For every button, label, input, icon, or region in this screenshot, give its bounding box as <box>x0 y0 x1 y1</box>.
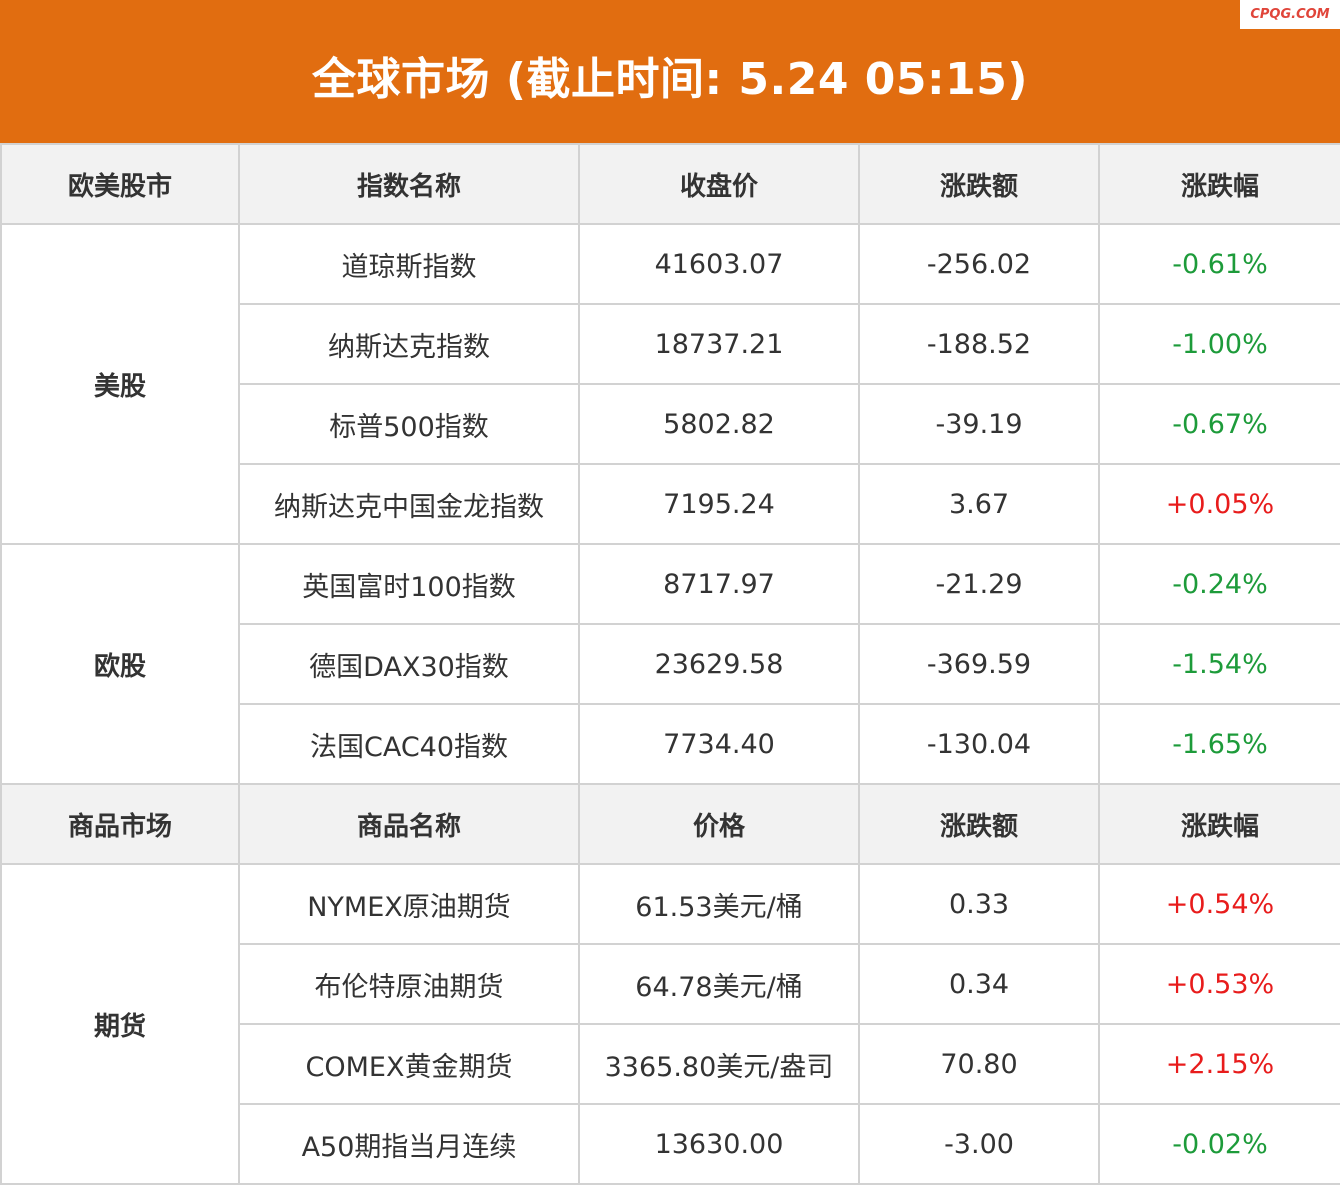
row-name: 布伦特原油期货 <box>238 943 580 1025</box>
row-name: 标普500指数 <box>238 383 580 465</box>
table-row: 美股 道琼斯指数 41603.07 -256.02 -0.61% <box>0 223 1340 545</box>
table-row: 欧股 英国富时100指数 8717.97 -21.29 -0.24% <box>0 543 1340 785</box>
table-row: COMEX黄金期货 3365.80美元/盎司 70.80 +2.15% <box>1 1023 1340 1105</box>
header-pct: 涨跌幅 <box>1098 783 1340 865</box>
row-close: 18737.21 <box>578 303 860 385</box>
row-name: 纳斯达克中国金龙指数 <box>238 463 580 545</box>
row-pct: +0.54% <box>1098 863 1340 945</box>
row-name: 法国CAC40指数 <box>238 703 580 785</box>
header-change: 涨跌额 <box>858 783 1100 865</box>
page-title: 全球市场 (截止时间: 5.24 05:15) <box>312 53 1028 105</box>
watermark: CPQG.COM <box>1240 0 1340 29</box>
row-close: 7734.40 <box>578 703 860 785</box>
row-pct: -0.67% <box>1098 383 1340 465</box>
header-pct: 涨跌幅 <box>1098 143 1340 225</box>
table-row: 标普500指数 5802.82 -39.19 -0.67% <box>1 383 1340 465</box>
table-row: 德国DAX30指数 23629.58 -369.59 -1.54% <box>1 623 1340 705</box>
row-change: -369.59 <box>858 623 1100 705</box>
row-name: 德国DAX30指数 <box>238 623 580 705</box>
row-close: 64.78美元/桶 <box>578 943 860 1025</box>
table-row: 法国CAC40指数 7734.40 -130.04 -1.65% <box>1 703 1340 785</box>
row-change: -39.19 <box>858 383 1100 465</box>
row-close: 23629.58 <box>578 623 860 705</box>
row-change: -130.04 <box>858 703 1100 785</box>
table-row: 纳斯达克中国金龙指数 7195.24 3.67 +0.05% <box>1 463 1340 545</box>
row-change: 70.80 <box>858 1023 1100 1105</box>
row-pct: -1.54% <box>1098 623 1340 705</box>
header-index-name: 指数名称 <box>238 143 580 225</box>
table-row: A50期指当月连续 13630.00 -3.00 -0.02% <box>1 1103 1340 1185</box>
row-pct: +2.15% <box>1098 1023 1340 1105</box>
row-close: 13630.00 <box>578 1103 860 1185</box>
row-name: 道琼斯指数 <box>238 223 580 305</box>
group-label: 欧股 <box>0 543 240 785</box>
row-name: A50期指当月连续 <box>238 1103 580 1185</box>
table-row: 期货 NYMEX原油期货 61.53美元/桶 0.33 +0.54% <box>0 863 1340 1185</box>
header-commodity-name: 商品名称 <box>238 783 580 865</box>
row-pct: -0.61% <box>1098 223 1340 305</box>
row-change: -3.00 <box>858 1103 1100 1185</box>
header-market: 商品市场 <box>0 783 240 865</box>
row-close: 5802.82 <box>578 383 860 465</box>
row-pct: -0.24% <box>1098 543 1340 625</box>
row-change: 3.67 <box>858 463 1100 545</box>
row-name: 纳斯达克指数 <box>238 303 580 385</box>
row-pct: -1.65% <box>1098 703 1340 785</box>
row-change: -256.02 <box>858 223 1100 305</box>
row-close: 41603.07 <box>578 223 860 305</box>
row-close: 3365.80美元/盎司 <box>578 1023 860 1105</box>
row-change: 0.34 <box>858 943 1100 1025</box>
row-close: 8717.97 <box>578 543 860 625</box>
row-name: 英国富时100指数 <box>238 543 580 625</box>
table-row: 布伦特原油期货 64.78美元/桶 0.34 +0.53% <box>1 943 1340 1025</box>
header-close: 收盘价 <box>578 143 860 225</box>
market-table: 欧美股市 指数名称 收盘价 涨跌额 涨跌幅 美股 道琼斯指数 41603.07 … <box>0 143 1340 1185</box>
header-price: 价格 <box>578 783 860 865</box>
row-name: COMEX黄金期货 <box>238 1023 580 1105</box>
table-row: 纳斯达克指数 18737.21 -188.52 -1.00% <box>1 303 1340 385</box>
row-change: -21.29 <box>858 543 1100 625</box>
stocks-header-row: 欧美股市 指数名称 收盘价 涨跌额 涨跌幅 <box>0 143 1340 225</box>
row-name: NYMEX原油期货 <box>238 863 580 945</box>
group-label: 期货 <box>0 863 240 1185</box>
header-change: 涨跌额 <box>858 143 1100 225</box>
commodities-header-row: 商品市场 商品名称 价格 涨跌额 涨跌幅 <box>0 783 1340 865</box>
group-label: 美股 <box>0 223 240 545</box>
row-change: -188.52 <box>858 303 1100 385</box>
row-pct: -1.00% <box>1098 303 1340 385</box>
row-close: 61.53美元/桶 <box>578 863 860 945</box>
row-pct: +0.05% <box>1098 463 1340 545</box>
header-market: 欧美股市 <box>0 143 240 225</box>
row-pct: -0.02% <box>1098 1103 1340 1185</box>
title-banner: 全球市场 (截止时间: 5.24 05:15) <box>0 0 1340 143</box>
row-pct: +0.53% <box>1098 943 1340 1025</box>
row-close: 7195.24 <box>578 463 860 545</box>
row-change: 0.33 <box>858 863 1100 945</box>
